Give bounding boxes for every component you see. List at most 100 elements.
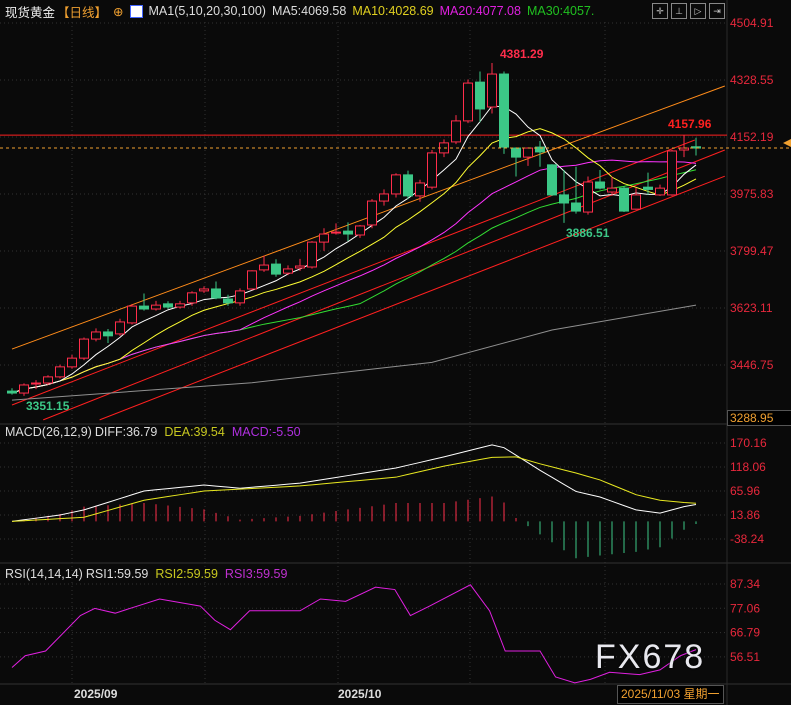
candle-body: [535, 146, 545, 153]
candle-body: [79, 338, 89, 359]
price-annotation: 3351.15: [26, 399, 70, 413]
candle-body: [211, 288, 221, 299]
ma30-line: [11, 169, 697, 394]
rsi-axis-label: 56.51: [730, 650, 760, 664]
ma10-line: [11, 128, 697, 394]
rsi-axis-label: 77.06: [730, 601, 760, 615]
candle-body: [235, 290, 245, 304]
candle-body: [295, 265, 305, 269]
rsi-name: RSI(14,14,14): [5, 567, 83, 581]
macd-axis-label: 170.16: [730, 436, 767, 450]
candle-body: [175, 303, 185, 308]
candle-body: [319, 233, 329, 243]
candle-body: [559, 194, 569, 204]
crosshair-icon[interactable]: ✛: [652, 3, 668, 19]
candle-body: [31, 382, 41, 385]
candle-body: [607, 187, 617, 193]
price-axis-label: 3623.11: [730, 301, 773, 315]
price-axis-label: 4328.55: [730, 73, 774, 87]
price-axis-label: 4504.91: [730, 16, 774, 30]
macd-axis-label: 65.96: [730, 484, 760, 498]
candle-body: [271, 263, 281, 275]
price-axis-label: 4152.19: [730, 130, 774, 144]
candle-body: [583, 181, 593, 213]
candle-body: [403, 174, 413, 197]
price-panel: [0, 62, 727, 421]
macd-axis-label: 118.06: [730, 460, 766, 474]
candle-body: [631, 194, 641, 210]
trendline: [99, 175, 725, 421]
period-label[interactable]: 【日线】: [57, 5, 108, 20]
candle-body: [151, 304, 161, 310]
ma20-value: MA20:4077.08: [439, 4, 521, 18]
candle-body: [127, 305, 137, 324]
candle-body: [487, 73, 497, 108]
candle-body: [343, 230, 353, 235]
current-price-marker: [783, 139, 791, 147]
candle-body: [427, 152, 437, 188]
rsi-axis-label: 87.34: [730, 577, 760, 591]
rsi3-value: RSI3:59.59: [224, 567, 288, 581]
candle-body: [307, 241, 317, 268]
macd-dea: DEA:39.54: [164, 425, 225, 439]
date-axis-label: 2025/09: [74, 687, 118, 701]
range-icon[interactable]: ⊥: [671, 3, 687, 19]
candle-body: [19, 384, 29, 394]
candle-body: [199, 288, 209, 292]
macd-name: MACD(26,12,9): [5, 425, 92, 439]
play-icon[interactable]: ▷: [690, 3, 706, 19]
chart-toolbar: ✛ ⊥ ▷ ⇥: [652, 3, 725, 19]
settings-icon[interactable]: ⊕: [113, 4, 124, 19]
macd-value: MACD:-5.50: [231, 425, 301, 439]
candle-body: [103, 331, 113, 337]
ma20-line: [11, 159, 697, 394]
candle-body: [463, 82, 473, 122]
macd-dea-line: [11, 456, 697, 522]
candle-body: [55, 366, 65, 378]
price-axis-label: 3799.47: [730, 244, 774, 258]
rsi2-value: RSI2:59.59: [155, 567, 218, 581]
candle-body: [67, 357, 77, 368]
price-axis-label: 3975.83: [730, 187, 774, 201]
cursor-value-readout: 3288.95: [727, 410, 791, 426]
candle-body: [667, 150, 677, 196]
symbol-name: 现货黄金: [5, 5, 56, 20]
candle-body: [451, 120, 461, 143]
candle-body: [571, 202, 581, 212]
macd-header: MACD(26,12,9) DIFF:36.79 DEA:39.54 MACD:…: [5, 425, 301, 439]
price-axis-label: 3446.75: [730, 358, 774, 372]
candle-body: [511, 147, 521, 158]
candle-body: [499, 73, 509, 148]
date-axis-label: 2025/10: [338, 687, 382, 701]
price-annotation: 4381.29: [500, 47, 544, 61]
macd-axis-label: 13.86: [730, 508, 760, 522]
next-icon[interactable]: ⇥: [709, 3, 725, 19]
candle-body: [643, 186, 653, 190]
horizontal-line-label: 4157.96: [668, 117, 712, 131]
rsi-line: [11, 584, 697, 684]
candle-body: [547, 164, 557, 196]
ma5-line: [11, 105, 697, 394]
ma100-line: [11, 304, 697, 401]
candle-body: [91, 331, 101, 340]
candle-body: [283, 268, 293, 274]
candle-body: [247, 270, 257, 290]
ma-indicator-icon[interactable]: [129, 4, 143, 18]
candle-body: [595, 181, 605, 189]
candle-body: [415, 182, 425, 197]
watermark-logo: FX678: [595, 638, 706, 676]
candle-body: [115, 321, 125, 335]
candle-body: [355, 225, 365, 236]
ma-params: MA1(5,10,20,30,100): [148, 4, 266, 18]
rsi-header: RSI(14,14,14) RSI1:59.59 RSI2:59.59 RSI3…: [5, 567, 287, 581]
candle-body: [7, 390, 17, 394]
macd-axis-label: -38.24: [730, 532, 764, 546]
candle-body: [43, 376, 53, 384]
rsi-axis-label: 66.79: [730, 626, 760, 640]
candle-body: [655, 187, 665, 196]
candle-body: [523, 147, 533, 158]
ma5-value: MA5:4069.58: [271, 4, 347, 18]
candle-body: [367, 200, 377, 226]
ma30-value: MA30:4057.: [526, 4, 595, 18]
